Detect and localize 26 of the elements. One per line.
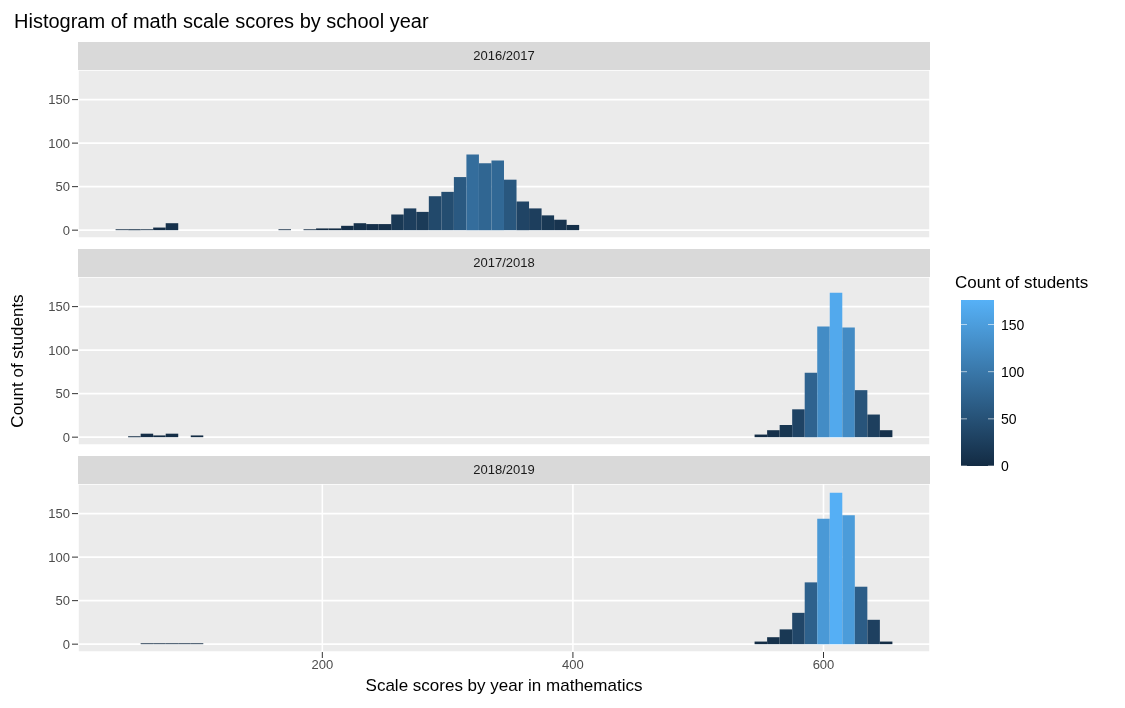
color-bar-label: 0 [1001,458,1009,474]
color-bar-label: 100 [1001,363,1025,380]
y-tick-label: 100 [48,135,70,151]
x-tick-label: 400 [562,657,584,673]
y-tick-label: 100 [48,549,70,565]
x-tick-label: 600 [812,657,835,673]
y-tick-label: 150 [48,299,70,315]
y-tick-label: 50 [55,386,70,402]
y-tick-label: 50 [55,593,70,609]
y-tick-label: 150 [48,92,70,108]
color-bar-label: 150 [1001,316,1025,333]
color-bar-title: Count of students [955,273,1089,292]
x-tick-label: 200 [311,657,334,673]
y-tick-label: 0 [62,636,70,652]
chart-subtitle: 2018/2019 [78,456,930,484]
chart-title: Histogram of math scale scores by school year [13,9,430,34]
chart-subtitle: 2016/2017 [78,42,930,70]
chart-subtitle: 2017/2018 [78,249,930,277]
y-tick-label: 100 [48,342,70,358]
color-bar-label: 50 [1001,410,1017,427]
y-axis-title: Count of students [8,294,28,428]
x-axis-title: Scale scores by year in mathematics [364,675,644,696]
y-tick-label: 150 [48,506,70,522]
y-tick-label: 0 [62,429,70,445]
y-tick-label: 50 [55,179,70,195]
y-tick-label: 0 [62,222,70,238]
